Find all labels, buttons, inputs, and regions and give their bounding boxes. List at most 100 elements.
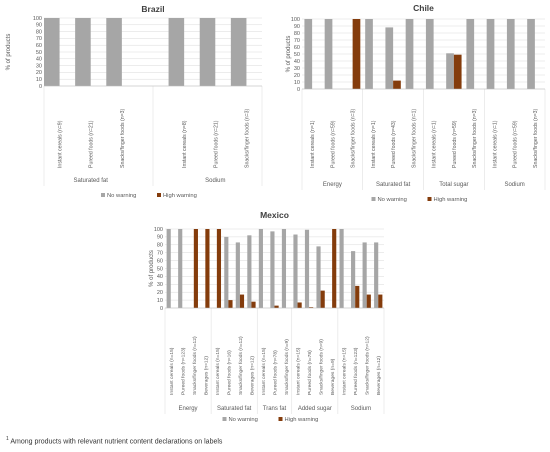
category-label: Snacks/finger foods (n=9) [284,339,290,395]
category-label: Snacks/finger foods (n=3) [533,108,539,168]
bar-no-warning [385,27,394,89]
y-tick-label: 60 [157,258,163,264]
y-tick-label: 10 [294,80,300,86]
y-tick-label: 100 [291,17,300,23]
y-tick-label: 70 [294,38,300,44]
bar-no-warning [527,19,535,89]
bar-no-warning [199,18,216,86]
group-label: Total sugar [439,182,468,188]
category-label: Pureed foods (n=16) [226,350,232,395]
bar-high-warning [355,285,360,308]
bar-high-warning [352,19,361,89]
bar-no-warning [168,18,185,86]
legend: No warning High warning [222,417,319,423]
bar-high-warning [378,294,383,308]
category-label: Pureed foods (n=59) [452,120,458,168]
legend: No warning High warning [101,193,197,199]
y-tick-label: 0 [39,84,42,90]
group-label: Sodium [205,178,225,184]
category-label: Instant cereals (n=15) [296,347,302,395]
bar-no-warning [304,229,310,308]
y-axis-label: % of products [286,36,292,73]
bar-high-warning [320,290,325,308]
y-tick-label: 0 [297,87,300,93]
bar-no-warning [365,19,373,89]
bar-no-warning [304,19,313,89]
bar-no-warning [351,251,356,308]
y-tick-label: 60 [36,43,42,49]
y-tick-label: 20 [157,290,163,296]
bar-high-warning [228,300,233,308]
bar-high-warning [297,302,302,308]
group-label: Saturated fat [217,406,252,412]
category-label: Pureed foods (n=21) [89,120,95,168]
legend-label-high-warning: High warning [285,417,319,423]
y-axis-label: % of products [149,250,155,287]
chart-title: Brazil [141,4,164,14]
group-label: Added sugar [298,406,332,412]
legend-swatch-high-warning [157,193,161,197]
bar-high-warning [366,294,371,308]
bar-high-warning [274,305,279,308]
bar-no-warning [258,229,263,308]
group-label: Trans fat [263,406,287,412]
category-label: Instant cereals (n=1) [310,120,316,168]
bar-no-warning [486,19,495,89]
bar-high-warning [309,307,314,308]
legend-swatch-no-warning [222,417,227,421]
bar-high-warning [216,229,222,308]
bar-high-warning [393,80,401,89]
bar-no-warning [324,19,333,89]
bar-no-warning [293,234,298,308]
bar-no-warning [270,231,275,308]
group-label: Energy [323,182,342,188]
bar-no-warning [230,18,247,86]
category-label: Instant cereals (n=1) [492,120,498,168]
y-tick-label: 10 [36,77,42,83]
bar-no-warning [178,229,183,308]
bar-no-warning [235,242,240,308]
bar-no-warning [466,19,475,89]
y-axis-label: % of products [6,34,12,71]
y-tick-label: 70 [36,36,42,42]
legend-label-no-warning: No warning [107,193,136,199]
category-label: Pureed foods (n=59) [330,120,336,168]
category-label: Snacks/finger foods (n=3) [120,108,126,168]
category-label: Pureed foods (n=78) [273,350,279,395]
group-label: Sodium [351,406,371,412]
category-label: Beverages (n=12) [203,356,209,395]
y-tick-label: 20 [294,73,300,79]
bar-no-warning [75,18,91,86]
y-tick-label: 30 [36,63,42,69]
category-label: Instant cereals (n=15) [215,347,221,395]
category-label: Instant cereals (n=1) [432,120,438,168]
category-label: Snacks/finger foods (n=12) [238,336,244,395]
bar-high-warning [239,294,245,308]
group-label: Saturated fat [74,178,109,184]
legend: No warning High warning [371,197,468,203]
bar-no-warning [405,19,414,89]
bar-high-warning [193,229,198,308]
legend-swatch-no-warning [371,197,376,201]
bar-no-warning [106,18,122,86]
category-label: Instant cereals (n=15) [261,347,267,395]
y-tick-label: 50 [294,52,300,58]
category-label: Snacks/finger foods (n=12) [192,336,198,395]
category-label: Snacks/finger foods (n=1) [411,108,417,168]
bar-no-warning [44,18,60,86]
group-label: Energy [179,406,198,412]
legend-label-high-warning: High warning [163,193,197,199]
y-tick-label: 20 [36,70,42,76]
category-label: Instant cereals (n=8) [182,120,188,168]
category-label: Beverages (n=12) [249,356,255,395]
bar-no-warning [446,53,454,89]
legend-label-high-warning: High warning [434,197,468,203]
y-tick-label: 100 [33,16,42,22]
category-label: Pureed foods (n=78) [307,350,313,395]
chart-title: Mexico [260,210,289,220]
y-tick-label: 90 [36,23,42,29]
bar-no-warning [362,242,367,308]
bar-no-warning [506,19,515,89]
